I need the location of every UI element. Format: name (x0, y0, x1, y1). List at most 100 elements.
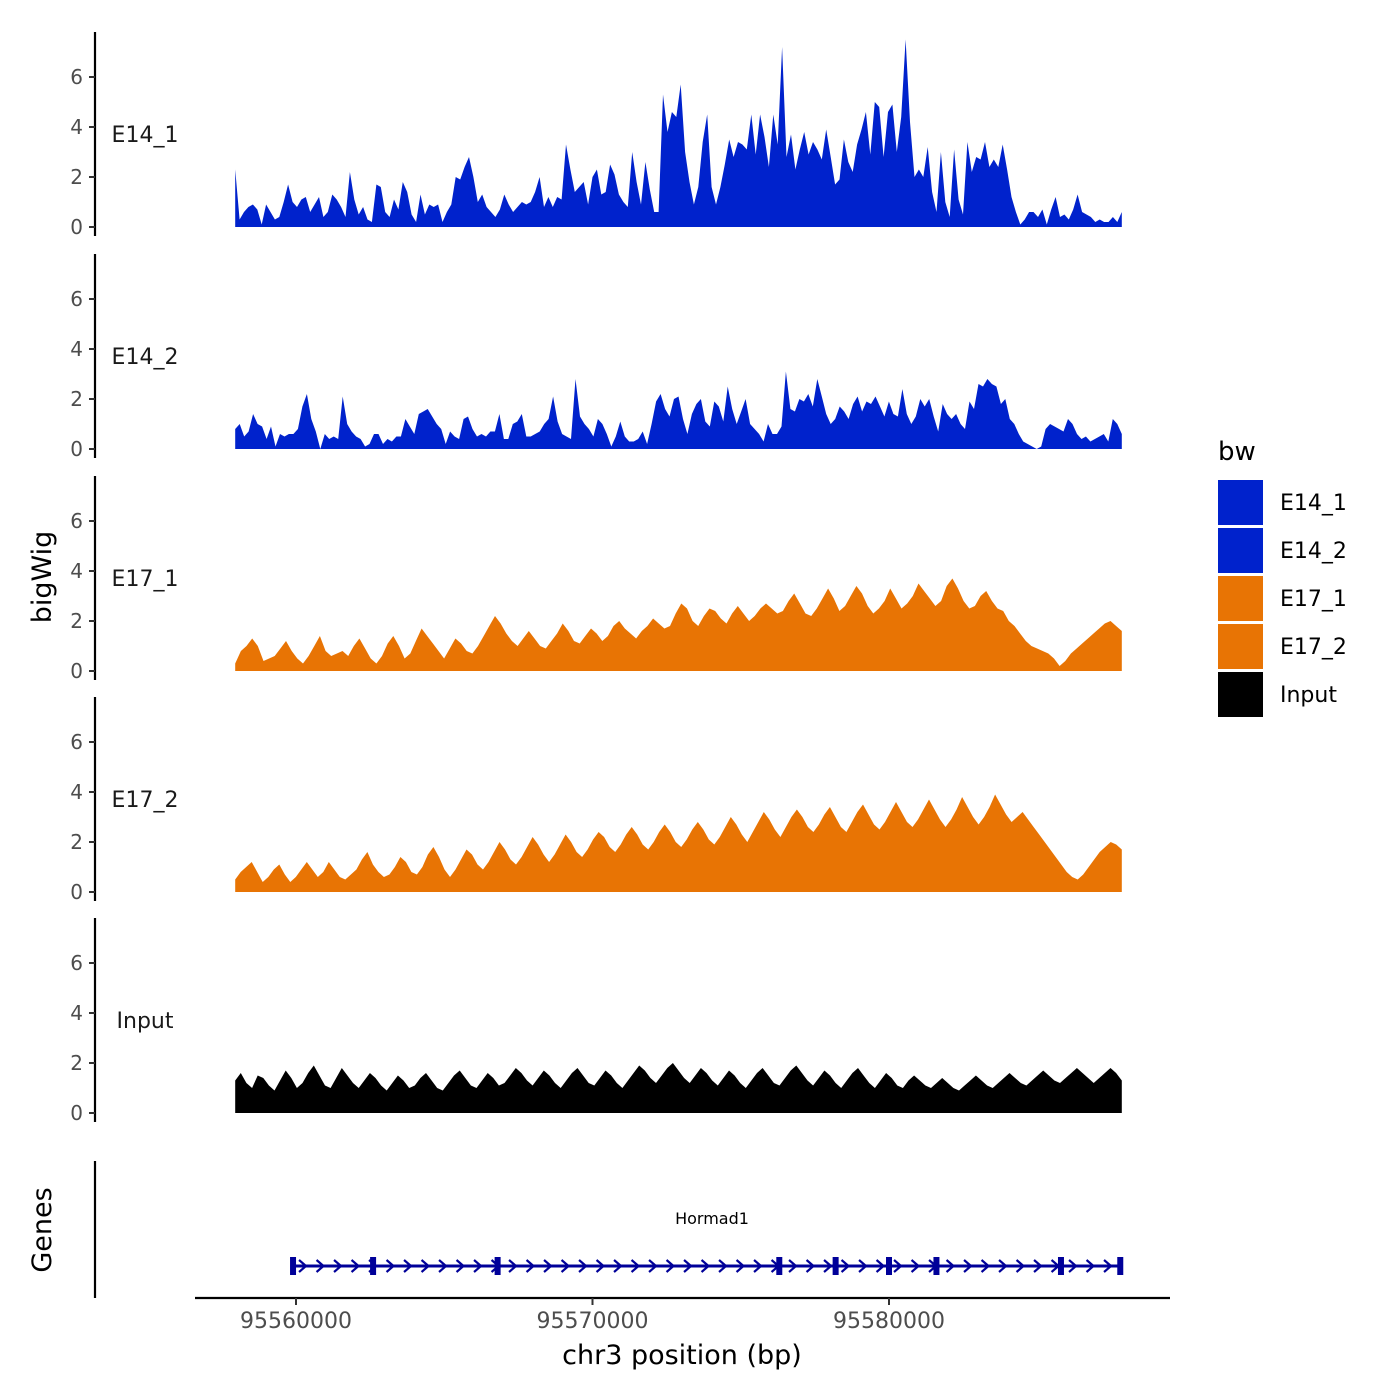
genes-track: Genes Hormad1 (27, 1161, 1124, 1298)
strand-arrow (683, 1259, 693, 1273)
signal-area-E17_1 (235, 578, 1122, 671)
y-tick-label: 4 (70, 780, 83, 804)
strand-arrow (1033, 1259, 1043, 1273)
strand-arrow (700, 1259, 711, 1273)
strand-arrow (753, 1259, 763, 1273)
exon-block (494, 1257, 501, 1275)
x-tick-label: 95560000 (240, 1309, 352, 1334)
strand-arrow (735, 1259, 746, 1273)
track-E17_1: 0 2 4 6 E17_1 (70, 476, 1122, 683)
gene-name-label: Hormad1 (675, 1209, 749, 1228)
legend: bw E14_1 E14_2 E17_1 E17_2 Input (1218, 437, 1347, 717)
legend-label: E17_1 (1280, 587, 1347, 612)
x-axis: 95560000 95570000 95580000 (195, 1296, 1170, 1334)
track-E14_1: 0 2 4 6 E14_1 (70, 32, 1122, 239)
strand-arrow (910, 1259, 921, 1273)
tracks-layer: 0 2 4 6 E14_1 0 2 4 6 E14_2 0 2 4 6 E17_1 0 2 4 6 E17_2 0 2 4 6… (70, 32, 1122, 1125)
strand-arrow (945, 1259, 956, 1273)
legend-title: bw (1218, 437, 1256, 467)
legend-swatch-Input (1218, 672, 1263, 717)
strand-arrow (455, 1259, 466, 1273)
strand-arrow (823, 1259, 833, 1273)
legend-label: Input (1280, 683, 1337, 708)
exon-block (832, 1257, 839, 1275)
exon-block (886, 1257, 892, 1275)
strand-arrow (420, 1259, 431, 1273)
strand-arrow (630, 1259, 641, 1273)
strand-arrow (718, 1259, 728, 1273)
track-label: E17_2 (112, 788, 179, 813)
y-tick-label: 4 (70, 337, 83, 361)
strand-arrow (788, 1259, 798, 1273)
signal-area-E14_2 (235, 371, 1122, 449)
signal-area-Input (235, 1063, 1122, 1113)
strand-arrow (508, 1259, 518, 1273)
strand-arrow (613, 1259, 623, 1273)
y-tick-label: 6 (70, 951, 83, 975)
strand-arrow (403, 1259, 413, 1273)
strand-arrow (315, 1259, 326, 1273)
signal-area-E14_1 (235, 39, 1122, 227)
y-tick-label: 6 (70, 730, 83, 754)
y-tick-label: 2 (70, 830, 83, 854)
legend-label: E14_1 (1280, 491, 1347, 516)
y-tick-label: 2 (70, 609, 83, 633)
y-tick-label: 0 (70, 437, 83, 461)
y-tick-label: 6 (70, 287, 83, 311)
strand-arrow (998, 1259, 1008, 1273)
track-E14_2: 0 2 4 6 E14_2 (70, 254, 1122, 461)
strand-arrow (438, 1259, 448, 1273)
strand-arrow (385, 1259, 396, 1273)
strand-arrow (980, 1259, 991, 1273)
y-tick-label: 4 (70, 115, 83, 139)
exon-block (776, 1257, 783, 1275)
legend-swatch-E14_2 (1218, 528, 1263, 573)
strand-arrow (350, 1259, 361, 1273)
track-label: E14_1 (112, 123, 179, 148)
exon-block (290, 1257, 297, 1275)
exon-block (1117, 1257, 1124, 1275)
y-tick-label: 2 (70, 1051, 83, 1075)
legend-swatch-E17_2 (1218, 624, 1263, 669)
y-tick-label: 0 (70, 1101, 83, 1125)
exon-block (1057, 1257, 1064, 1275)
strand-arrow (665, 1259, 676, 1273)
y-tick-label: 4 (70, 1001, 83, 1025)
strand-arrow (963, 1259, 973, 1273)
y-tick-label: 0 (70, 880, 83, 904)
track-Input: 0 2 4 6 Input (70, 918, 1122, 1125)
y-tick-label: 2 (70, 387, 83, 411)
strand-arrow (875, 1259, 886, 1273)
strand-arrow (840, 1259, 851, 1273)
x-axis-title: chr3 position (bp) (562, 1340, 802, 1371)
track-label: E14_2 (112, 345, 179, 370)
y-tick-label: 6 (70, 509, 83, 533)
strand-arrow (648, 1259, 658, 1273)
strand-arrow (525, 1259, 536, 1273)
legend-swatch-E14_1 (1218, 480, 1263, 525)
strand-arrow (560, 1259, 571, 1273)
exon-block (933, 1257, 940, 1275)
strand-arrow (473, 1259, 483, 1273)
y-tick-label: 6 (70, 65, 83, 89)
y-tick-label: 2 (70, 165, 83, 189)
y-axis-title: bigWig (27, 531, 58, 624)
strand-arrow (858, 1259, 868, 1273)
strand-arrow (333, 1259, 343, 1273)
y-tick-label: 4 (70, 559, 83, 583)
exon-block (370, 1257, 377, 1275)
signal-area-E17_2 (235, 794, 1122, 892)
track-E17_2: 0 2 4 6 E17_2 (70, 697, 1122, 904)
y-tick-label: 0 (70, 215, 83, 239)
strand-arrow (543, 1259, 553, 1273)
genes-track-label: Genes (27, 1187, 58, 1272)
legend-label: E17_2 (1280, 635, 1347, 660)
strand-arrow (893, 1259, 903, 1273)
legend-label: E14_2 (1280, 539, 1347, 564)
legend-swatch-E17_1 (1218, 576, 1263, 621)
y-tick-label: 0 (70, 659, 83, 683)
strand-arrow (298, 1259, 308, 1273)
x-tick-label: 95580000 (833, 1309, 945, 1334)
strand-arrow (595, 1259, 606, 1273)
